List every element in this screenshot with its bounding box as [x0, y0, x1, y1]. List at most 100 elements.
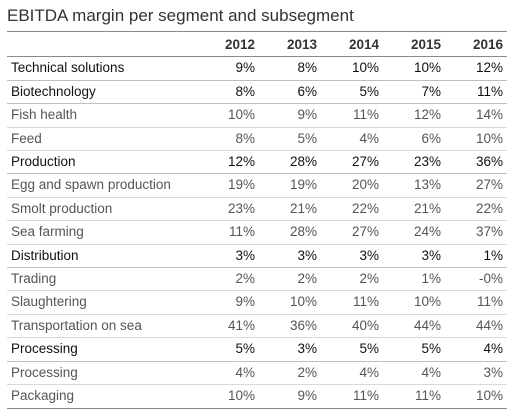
- value-cell: 19%: [197, 173, 259, 198]
- value-cell: 20%: [321, 173, 383, 198]
- value-cell: 5%: [197, 337, 259, 362]
- segment-row: Processing 5% 3% 5% 5% 4%: [7, 337, 507, 362]
- row-label: Packaging: [7, 384, 197, 409]
- value-cell: 4%: [445, 337, 507, 362]
- row-label: Smolt production: [7, 197, 197, 222]
- value-cell: 27%: [321, 150, 383, 175]
- value-cell: 23%: [197, 197, 259, 222]
- subsegment-row: Smolt production 23% 21% 22% 21% 22%: [7, 197, 507, 222]
- title-divider: [7, 31, 507, 32]
- row-label: Feed: [7, 127, 197, 152]
- subsegment-row: Processing 4% 2% 4% 4% 3%: [7, 361, 507, 386]
- value-cell: 6%: [383, 127, 445, 152]
- value-cell: 13%: [383, 173, 445, 198]
- row-label: Biotechnology: [7, 79, 197, 105]
- segment-row: Technical solutions 9% 8% 10% 10% 12%: [7, 56, 507, 81]
- year-header: 2015: [383, 34, 445, 58]
- table-body: Technical solutions 9% 8% 10% 10% 12% Biotechn…: [7, 56, 507, 409]
- value-cell: 3%: [383, 243, 445, 269]
- value-cell: 8%: [197, 127, 259, 152]
- value-cell: 9%: [259, 103, 321, 128]
- value-cell: 24%: [383, 220, 445, 245]
- value-cell: 12%: [383, 103, 445, 128]
- value-cell: 44%: [445, 314, 507, 339]
- value-cell: 21%: [259, 197, 321, 222]
- value-cell: 11%: [321, 103, 383, 128]
- value-cell: 36%: [445, 150, 507, 175]
- subsegment-row: Trading 2% 2% 2% 1% -0%: [7, 267, 507, 292]
- row-label: Processing: [7, 361, 197, 386]
- segment-row: Distribution 3% 3% 3% 3% 1%: [7, 243, 507, 269]
- value-cell: 1%: [445, 243, 507, 269]
- value-cell: 21%: [383, 197, 445, 222]
- value-cell: 3%: [321, 243, 383, 269]
- subsegment-row: Sea farming 11% 28% 27% 24% 37%: [7, 220, 507, 245]
- value-cell: 5%: [321, 79, 383, 105]
- subsegment-row: Packaging 10% 9% 11% 11% 10%: [7, 384, 507, 409]
- value-cell: 40%: [321, 314, 383, 339]
- segment-row: Biotechnology 8% 6% 5% 7% 11%: [7, 79, 507, 105]
- row-label: Technical solutions: [7, 56, 197, 81]
- value-cell: 4%: [197, 361, 259, 386]
- value-cell: 2%: [197, 267, 259, 292]
- value-cell: 2%: [321, 267, 383, 292]
- table-title: EBITDA margin per segment and subsegment: [7, 6, 354, 25]
- subsegment-row: Fish health 10% 9% 11% 12% 14%: [7, 103, 507, 128]
- row-label: Production: [7, 150, 197, 175]
- value-cell: 44%: [383, 314, 445, 339]
- subsegment-row: Slaughtering 9% 10% 11% 10% 11%: [7, 290, 507, 315]
- value-cell: 4%: [321, 127, 383, 152]
- value-cell: 1%: [383, 267, 445, 292]
- value-cell: 9%: [197, 290, 259, 315]
- row-label: Trading: [7, 267, 197, 292]
- header-label-cell: [7, 34, 197, 58]
- value-cell: 4%: [383, 361, 445, 386]
- value-cell: 4%: [321, 361, 383, 386]
- value-cell: 10%: [197, 103, 259, 128]
- value-cell: 10%: [321, 56, 383, 81]
- value-cell: 9%: [197, 56, 259, 81]
- value-cell: 8%: [197, 79, 259, 105]
- value-cell: 3%: [197, 243, 259, 269]
- row-label: Processing: [7, 337, 197, 362]
- value-cell: 23%: [383, 150, 445, 175]
- value-cell: 5%: [259, 127, 321, 152]
- value-cell: 12%: [445, 56, 507, 81]
- value-cell: 22%: [321, 197, 383, 222]
- value-cell: 10%: [445, 384, 507, 409]
- row-label: Slaughtering: [7, 290, 197, 315]
- value-cell: 2%: [259, 361, 321, 386]
- value-cell: 6%: [259, 79, 321, 105]
- value-cell: 14%: [445, 103, 507, 128]
- row-label: Transportation on sea: [7, 314, 197, 339]
- value-cell: 10%: [383, 290, 445, 315]
- year-header: 2014: [321, 34, 383, 58]
- row-label: Distribution: [7, 243, 197, 269]
- value-cell: 11%: [445, 79, 507, 105]
- subsegment-row: Egg and spawn production 19% 19% 20% 13% 27%: [7, 173, 507, 198]
- value-cell: 36%: [259, 314, 321, 339]
- value-cell: 10%: [259, 290, 321, 315]
- segment-row: Production 12% 28% 27% 23% 36%: [7, 150, 507, 175]
- header-row: 2012 2013 2014 2015 2016: [7, 34, 507, 58]
- value-cell: -0%: [445, 267, 507, 292]
- row-label: Fish health: [7, 103, 197, 128]
- year-header: 2012: [197, 34, 259, 58]
- year-header: 2013: [259, 34, 321, 58]
- value-cell: 10%: [197, 384, 259, 409]
- value-cell: 11%: [321, 290, 383, 315]
- value-cell: 9%: [259, 384, 321, 409]
- value-cell: 27%: [445, 173, 507, 198]
- year-header: 2016: [445, 34, 507, 58]
- subsegment-row: Transportation on sea 41% 36% 40% 44% 44%: [7, 314, 507, 339]
- row-label: Egg and spawn production: [7, 173, 197, 198]
- value-cell: 19%: [259, 173, 321, 198]
- value-cell: 22%: [445, 197, 507, 222]
- value-cell: 11%: [321, 384, 383, 409]
- value-cell: 3%: [445, 361, 507, 386]
- value-cell: 28%: [259, 220, 321, 245]
- value-cell: 11%: [197, 220, 259, 245]
- value-cell: 8%: [259, 56, 321, 81]
- value-cell: 10%: [445, 127, 507, 152]
